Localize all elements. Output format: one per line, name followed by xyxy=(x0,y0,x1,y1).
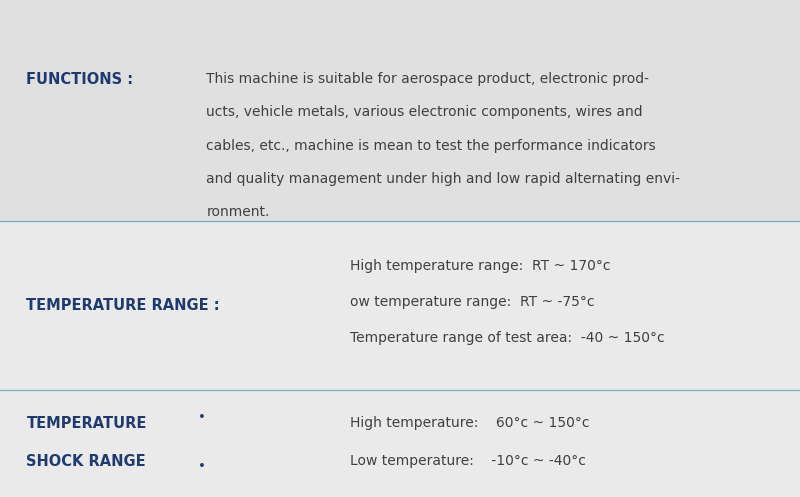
Text: ucts, vehicle metals, various electronic components, wires and: ucts, vehicle metals, various electronic… xyxy=(206,105,643,119)
Text: •: • xyxy=(198,460,206,473)
Text: High temperature:    60°c ~ 150°c: High temperature: 60°c ~ 150°c xyxy=(350,416,590,430)
Text: This machine is suitable for aerospace product, electronic prod-: This machine is suitable for aerospace p… xyxy=(206,72,650,86)
Text: Low temperature:    -10°c ~ -40°c: Low temperature: -10°c ~ -40°c xyxy=(350,454,586,468)
Text: TEMPERATURE RANGE :: TEMPERATURE RANGE : xyxy=(26,298,220,313)
Bar xyxy=(0,390,800,497)
Text: •: • xyxy=(198,411,206,424)
Text: FUNCTIONS :: FUNCTIONS : xyxy=(26,72,134,87)
Text: TEMPERATURE: TEMPERATURE xyxy=(26,416,146,431)
Text: and quality management under high and low rapid alternating envi-: and quality management under high and lo… xyxy=(206,172,680,186)
Text: ow temperature range:  RT ~ -75°c: ow temperature range: RT ~ -75°c xyxy=(350,295,595,309)
Text: High temperature range:  RT ~ 170°c: High temperature range: RT ~ 170°c xyxy=(350,259,611,273)
Text: SHOCK RANGE: SHOCK RANGE xyxy=(26,454,146,469)
Bar xyxy=(0,0,800,221)
Bar xyxy=(0,221,800,390)
Text: Temperature range of test area:  -40 ~ 150°c: Temperature range of test area: -40 ~ 15… xyxy=(350,331,665,345)
Text: cables, etc., machine is mean to test the performance indicators: cables, etc., machine is mean to test th… xyxy=(206,139,656,153)
Text: ronment.: ronment. xyxy=(206,205,270,219)
